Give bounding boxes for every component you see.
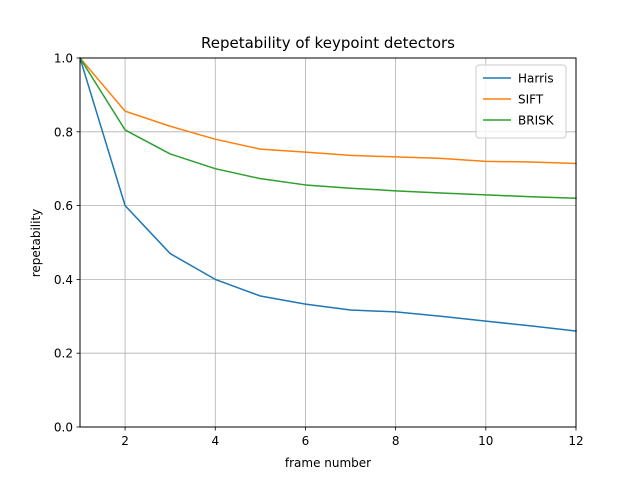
x-tick-label: 6 xyxy=(302,434,310,448)
axis-ticks: 2 4 6 8 10 12 0.0 0.2 0.4 0.6 0.8 1.0 xyxy=(54,52,584,449)
x-tick-label: 4 xyxy=(211,434,219,448)
y-tick-label: 0.0 xyxy=(54,421,73,435)
legend-label-brisk: BRISK xyxy=(518,114,555,128)
y-tick-label: 0.6 xyxy=(54,199,73,213)
y-tick-label: 0.2 xyxy=(54,347,73,361)
legend-label-sift: SIFT xyxy=(518,93,544,107)
y-tick-label: 1.0 xyxy=(54,52,73,66)
plot-frame xyxy=(79,57,577,428)
legend-label-harris: Harris xyxy=(518,72,554,86)
y-tick-label: 0.4 xyxy=(54,273,73,287)
x-tick-label: 8 xyxy=(392,434,400,448)
series-line-harris xyxy=(79,57,577,332)
x-tick-label: 2 xyxy=(121,434,129,448)
series-lines xyxy=(78,56,577,332)
series-line-brisk xyxy=(78,56,577,199)
y-tick-label: 0.8 xyxy=(54,125,73,139)
x-tick-label: 10 xyxy=(478,434,493,448)
y-axis-label: repetability xyxy=(29,209,43,278)
x-tick-label: 12 xyxy=(568,434,583,448)
legend: Harris SIFT BRISK xyxy=(475,64,567,139)
series-line-sift xyxy=(78,56,577,165)
x-axis-label: frame number xyxy=(285,456,371,470)
chart-title: Repetability of keypoint detectors xyxy=(201,34,455,52)
